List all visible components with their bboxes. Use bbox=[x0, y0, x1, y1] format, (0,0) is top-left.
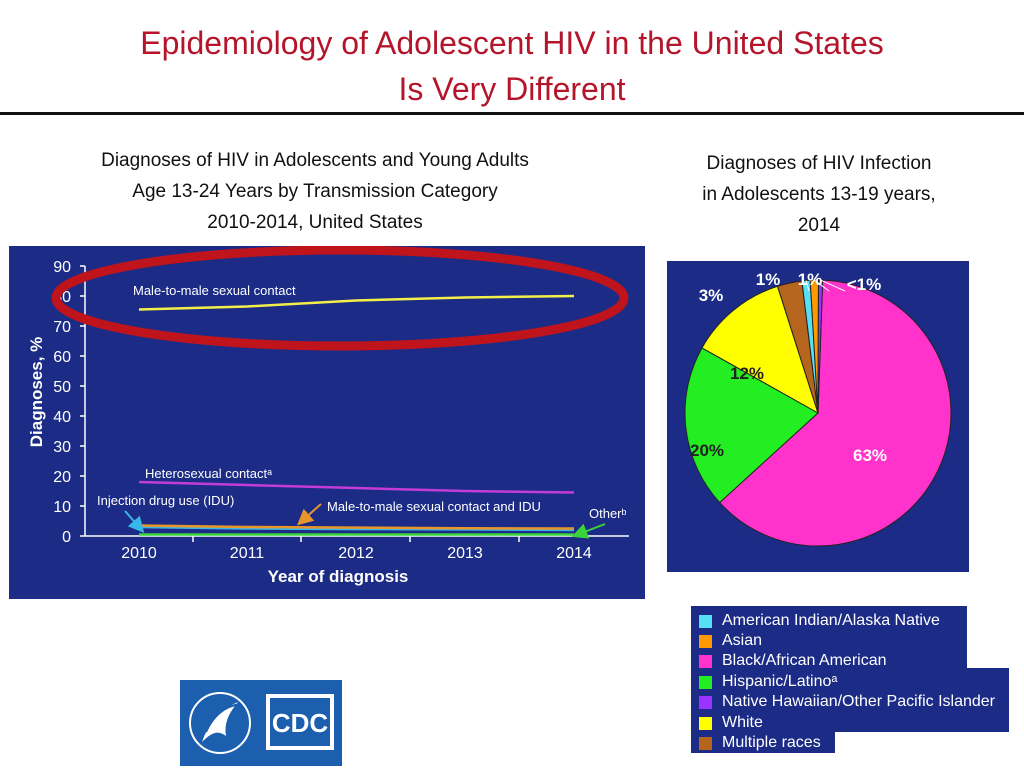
line-chart-panel: 0 10 20 30 40 50 60 70 80 90 2010 2011 2012 2013 2014 … bbox=[9, 245, 645, 599]
legend-label: Asian bbox=[722, 632, 763, 649]
series-line bbox=[138, 294, 575, 311]
legend-label: Native Hawaiian/Other Pacific Islander bbox=[722, 693, 996, 710]
hhs-eagle-icon: CDC bbox=[189, 692, 334, 754]
legend-swatch bbox=[699, 614, 712, 628]
series-line bbox=[138, 525, 575, 532]
legend-label: Black/African American bbox=[722, 652, 887, 669]
legend-item: Multiple races bbox=[693, 733, 821, 753]
legend-label: Multiple races bbox=[722, 734, 821, 751]
pie-slice-label: <1% bbox=[847, 275, 882, 294]
y-tick-label: 90 bbox=[53, 259, 71, 276]
x-axis-title: Year of diagnosis bbox=[268, 567, 409, 586]
title-line-1: Epidemiology of Adolescent HIV in the Un… bbox=[140, 25, 884, 61]
slide-title: Epidemiology of Adolescent HIV in the Un… bbox=[0, 20, 1024, 112]
y-tick-label: 70 bbox=[53, 319, 71, 336]
pie-slice-label: 3% bbox=[699, 286, 724, 305]
pie-leader-line bbox=[820, 279, 846, 292]
pie-chart: 63% 20% 12% 3% 1% 1% <1% bbox=[684, 270, 952, 547]
y-tick-label: 40 bbox=[53, 409, 71, 426]
y-tick-label: 30 bbox=[53, 439, 71, 456]
series-label: Male-to-male sexual contact bbox=[133, 283, 296, 298]
series-line bbox=[138, 524, 575, 530]
pie-slice-label: 12% bbox=[730, 364, 764, 383]
y-tick-label: 10 bbox=[53, 499, 71, 516]
pie-slice-label: 63% bbox=[853, 446, 887, 465]
legend-label: Hispanic/Latinoᵃ bbox=[722, 673, 838, 690]
legend-swatch bbox=[699, 736, 712, 750]
legend-swatch bbox=[699, 716, 712, 730]
annotation-arrow bbox=[571, 523, 606, 539]
series-line bbox=[138, 480, 575, 494]
title-divider bbox=[0, 112, 1024, 115]
legend-swatch bbox=[699, 654, 712, 668]
pie-leader-line bbox=[805, 280, 810, 292]
legend-swatch bbox=[699, 675, 712, 689]
hhs-cdc-logo: CDC bbox=[180, 680, 342, 766]
cdc-logo-text: CDC bbox=[272, 708, 329, 738]
series-label: Injection drug use (IDU) bbox=[97, 493, 234, 508]
x-tick-label: 2012 bbox=[338, 545, 374, 562]
pie-slice-label: 1% bbox=[798, 270, 823, 289]
pie-slice-label: 20% bbox=[690, 441, 724, 460]
annotation-arrow bbox=[124, 510, 145, 534]
right-subtitle-line: Diagnoses of HIV Infection bbox=[706, 153, 932, 174]
x-tick-label: 2013 bbox=[447, 545, 483, 562]
y-tick-label: 60 bbox=[53, 349, 71, 366]
y-tick-label: 0 bbox=[62, 529, 71, 546]
x-tick-label: 2010 bbox=[121, 545, 157, 562]
legend-item: White bbox=[693, 713, 763, 733]
right-subtitle-line: in Adolescents 13-19 years, bbox=[702, 184, 936, 205]
legend-swatch bbox=[699, 695, 712, 709]
pie-legend-middle bbox=[691, 668, 1009, 732]
left-chart-subtitle: Diagnoses of HIV in Adolescents and Youn… bbox=[30, 145, 600, 238]
y-axis-title: Diagnoses, % bbox=[27, 337, 46, 448]
pie-slice bbox=[718, 279, 952, 547]
series-label: Male-to-male sexual contact and IDU bbox=[327, 499, 541, 514]
annotation-arrow bbox=[297, 503, 322, 526]
legend-swatch bbox=[699, 634, 712, 648]
pie-legend-top bbox=[691, 606, 967, 668]
right-subtitle-line: 2014 bbox=[797, 215, 841, 236]
y-tick-label: 20 bbox=[53, 469, 71, 486]
highlight-ellipse bbox=[51, 245, 629, 351]
legend-label: American Indian/Alaska Native bbox=[722, 612, 940, 629]
legend-item: Black/African American bbox=[693, 651, 887, 671]
x-tick-label: 2011 bbox=[230, 545, 265, 562]
y-tick-label: 50 bbox=[53, 379, 71, 396]
right-chart-subtitle: Diagnoses of HIV Infection in Adolescent… bbox=[660, 148, 978, 241]
left-subtitle-line: Age 13-24 Years by Transmission Category bbox=[132, 181, 498, 202]
left-subtitle-line: Diagnoses of HIV in Adolescents and Youn… bbox=[101, 150, 529, 171]
legend-item: Asian bbox=[693, 631, 762, 651]
pie-slice bbox=[684, 347, 819, 504]
pie-leader-line bbox=[814, 279, 830, 292]
legend-label: White bbox=[722, 714, 763, 731]
pie-legend-bottom bbox=[691, 732, 835, 753]
legend-item: Native Hawaiian/Other Pacific Islander bbox=[693, 692, 995, 712]
series-label: Heterosexual contactᵃ bbox=[145, 466, 272, 481]
legend-item: American Indian/Alaska Native bbox=[693, 611, 940, 631]
pie-slice bbox=[701, 285, 819, 415]
pie-chart-panel: 63% 20% 12% 3% 1% 1% <1% bbox=[667, 261, 969, 572]
left-subtitle-line: 2010-2014, United States bbox=[207, 212, 423, 233]
title-line-2: Is Very Different bbox=[398, 71, 626, 107]
legend-item: Hispanic/Latinoᵃ bbox=[693, 672, 837, 692]
series-label: Otherᵇ bbox=[589, 506, 627, 521]
pie-slice-label: 1% bbox=[756, 270, 781, 289]
x-tick-label: 2014 bbox=[556, 545, 592, 562]
